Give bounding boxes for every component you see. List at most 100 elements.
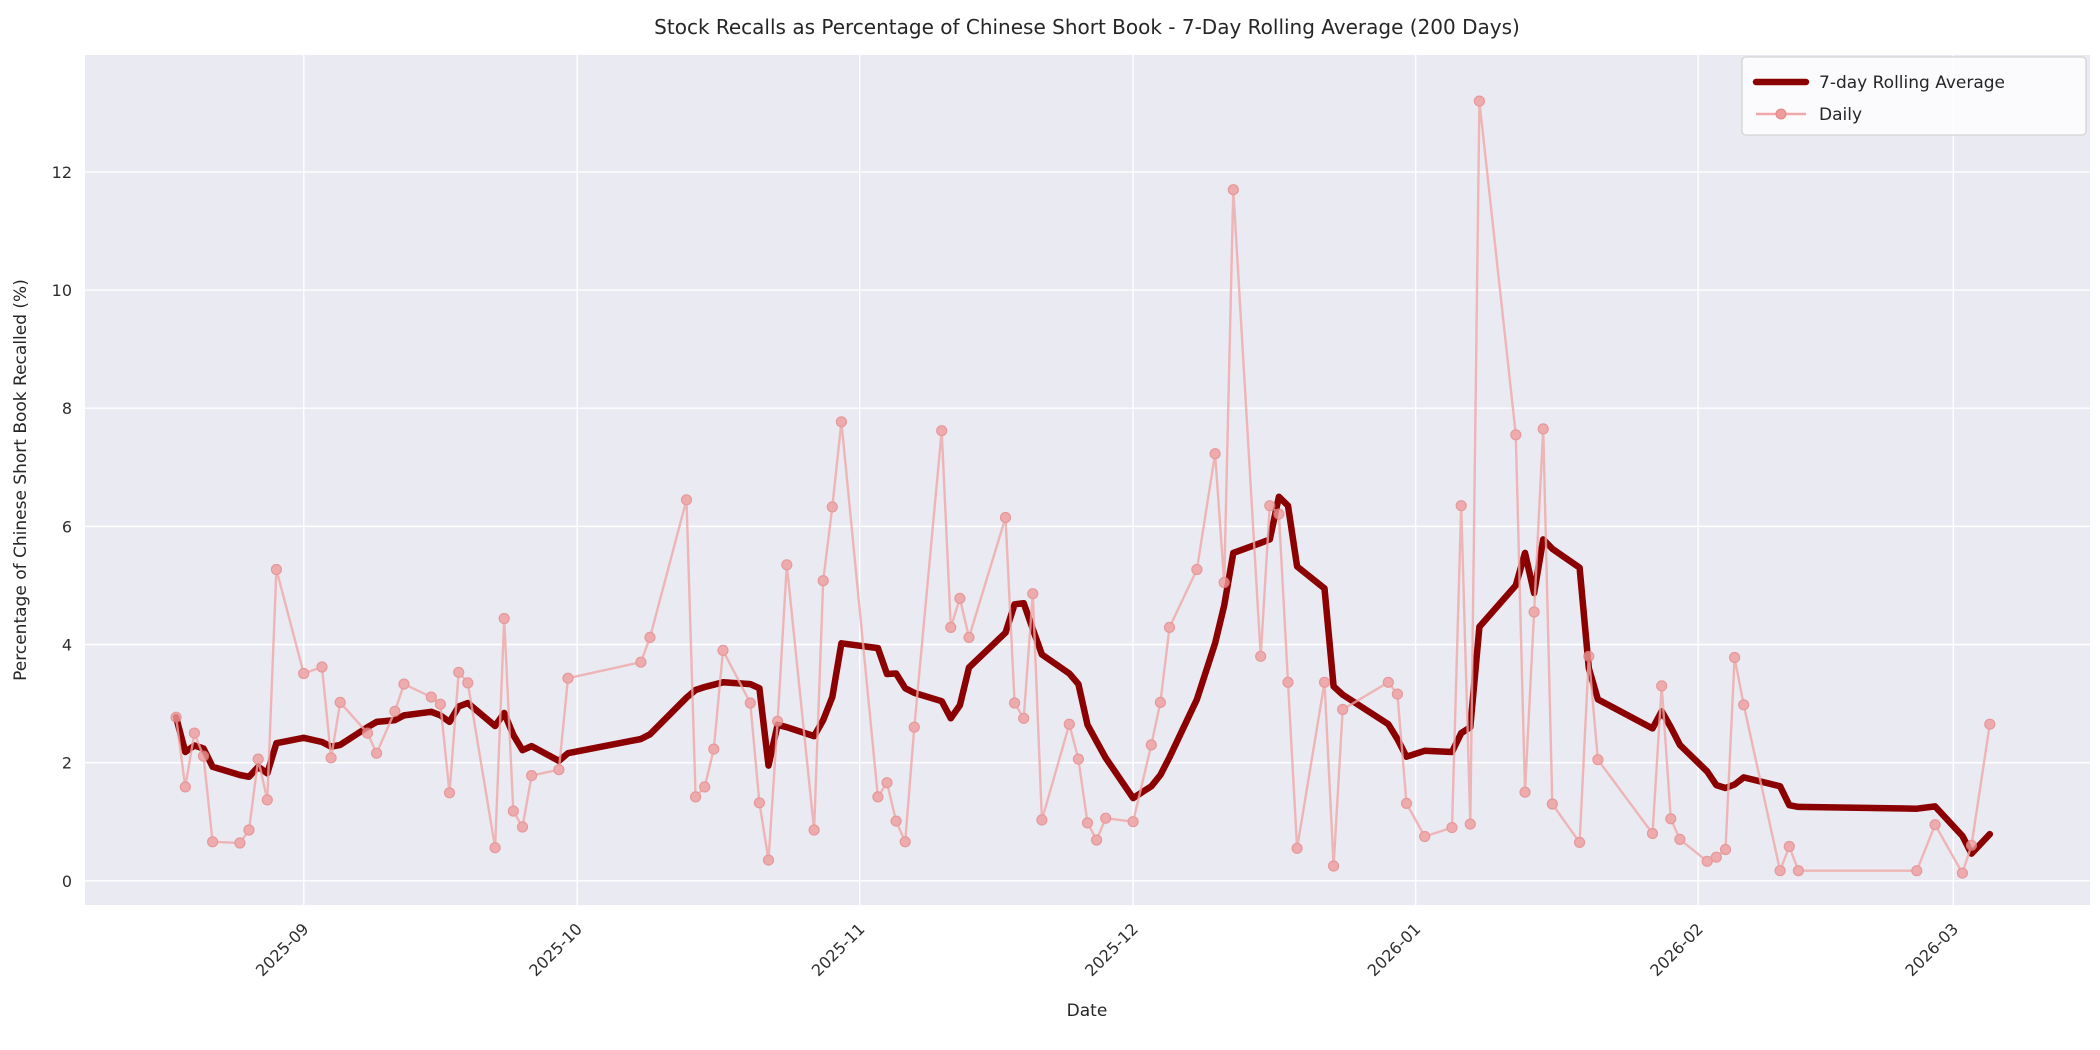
daily-marker xyxy=(717,644,729,657)
daily-marker xyxy=(1218,576,1230,589)
daily-marker xyxy=(1446,821,1458,834)
daily-marker xyxy=(1227,184,1239,196)
daily-marker xyxy=(1191,563,1203,576)
daily-marker xyxy=(553,764,565,776)
daily-marker xyxy=(1646,827,1659,840)
daily-marker xyxy=(1382,676,1394,688)
daily-marker xyxy=(1163,621,1176,634)
daily-marker xyxy=(252,753,264,765)
legend-box xyxy=(1741,56,2087,136)
daily-marker xyxy=(699,781,711,793)
daily-marker xyxy=(781,559,793,571)
daily-marker xyxy=(881,777,893,789)
daily-marker xyxy=(635,656,647,668)
daily-marker xyxy=(325,752,337,764)
daily-marker xyxy=(1008,697,1021,709)
daily-marker xyxy=(498,612,510,625)
daily-marker xyxy=(516,821,529,833)
daily-marker xyxy=(753,797,766,809)
legend-avg-label: 7-day Rolling Average xyxy=(1819,73,2005,93)
daily-marker xyxy=(1100,812,1112,824)
daily-marker xyxy=(207,836,219,848)
daily-marker xyxy=(1027,588,1039,600)
daily-marker xyxy=(744,697,756,709)
daily-marker xyxy=(1583,650,1595,662)
daily-marker xyxy=(234,837,246,849)
daily-marker xyxy=(1282,676,1294,688)
daily-marker xyxy=(1337,703,1349,716)
daily-marker xyxy=(243,824,255,836)
daily-marker xyxy=(562,672,574,684)
daily-marker xyxy=(644,631,656,644)
daily-marker xyxy=(954,592,966,605)
daily-marker xyxy=(1018,712,1030,724)
daily-marker xyxy=(371,747,383,759)
daily-marker xyxy=(1573,836,1586,849)
daily-marker xyxy=(1264,500,1276,512)
daily-marker xyxy=(389,705,401,717)
daily-marker xyxy=(835,416,848,428)
daily-marker xyxy=(261,794,273,806)
daily-marker xyxy=(1738,699,1750,711)
daily-marker xyxy=(708,743,720,755)
daily-marker xyxy=(1929,819,1941,831)
daily-marker xyxy=(1656,680,1668,692)
daily-marker xyxy=(507,805,519,817)
legend-daily-label: Daily xyxy=(1819,105,1862,125)
daily-marker xyxy=(1318,676,1331,688)
daily-marker xyxy=(298,667,310,680)
gridlines xyxy=(85,55,2090,905)
daily-marker xyxy=(1455,500,1467,512)
daily-marker xyxy=(1519,786,1531,798)
daily-marker xyxy=(1473,95,1486,107)
y-tick-label: 0 xyxy=(62,872,72,891)
daily-marker xyxy=(316,661,328,673)
daily-marker xyxy=(1783,840,1795,853)
y-tick-label: 8 xyxy=(62,399,72,418)
daily-marker xyxy=(525,769,538,782)
daily-marker xyxy=(1911,865,1923,877)
daily-marker xyxy=(945,621,957,634)
daily-marker xyxy=(817,575,829,587)
y-axis-label: Percentage of Chinese Short Book Recalle… xyxy=(11,279,31,681)
daily-marker xyxy=(270,563,282,576)
chart-title: Stock Recalls as Percentage of Chinese S… xyxy=(654,15,1520,39)
daily-marker xyxy=(1090,834,1103,846)
y-tick-label: 6 xyxy=(62,517,72,536)
y-tick-label: 10 xyxy=(52,281,72,300)
daily-marker xyxy=(762,854,775,866)
daily-marker xyxy=(1400,797,1413,810)
daily-marker xyxy=(1419,830,1431,843)
daily-marker xyxy=(334,696,346,709)
daily-marker xyxy=(936,425,948,437)
daily-marker xyxy=(179,781,191,793)
daily-marker xyxy=(680,494,693,506)
series-lines xyxy=(170,95,1996,879)
daily-marker xyxy=(1719,843,1732,856)
daily-marker xyxy=(188,727,200,739)
daily-marker xyxy=(489,842,501,854)
daily-marker xyxy=(1956,867,1969,879)
y-tick-label: 2 xyxy=(62,754,72,773)
daily-series xyxy=(170,95,1996,879)
daily-marker xyxy=(999,511,1012,524)
daily-marker xyxy=(890,815,902,827)
daily-marker xyxy=(1728,651,1741,664)
daily-marker xyxy=(425,691,437,703)
daily-marker xyxy=(899,836,911,848)
daily-marker xyxy=(170,711,182,723)
daily-marker xyxy=(1127,816,1139,828)
daily-marker xyxy=(1710,851,1722,863)
daily-marker xyxy=(1255,650,1267,662)
legend: 7-day Rolling Average Daily xyxy=(1741,56,2087,136)
daily-marker xyxy=(1036,814,1048,826)
rolling-average-line xyxy=(172,493,1994,857)
daily-marker xyxy=(689,791,702,803)
daily-marker xyxy=(1674,833,1686,846)
daily-marker xyxy=(808,824,820,836)
legend-daily-marker-swatch xyxy=(1775,108,1787,120)
daily-marker xyxy=(361,727,374,739)
daily-marker xyxy=(1081,817,1094,829)
daily-marker xyxy=(1792,865,1805,877)
daily-marker xyxy=(1701,855,1713,867)
